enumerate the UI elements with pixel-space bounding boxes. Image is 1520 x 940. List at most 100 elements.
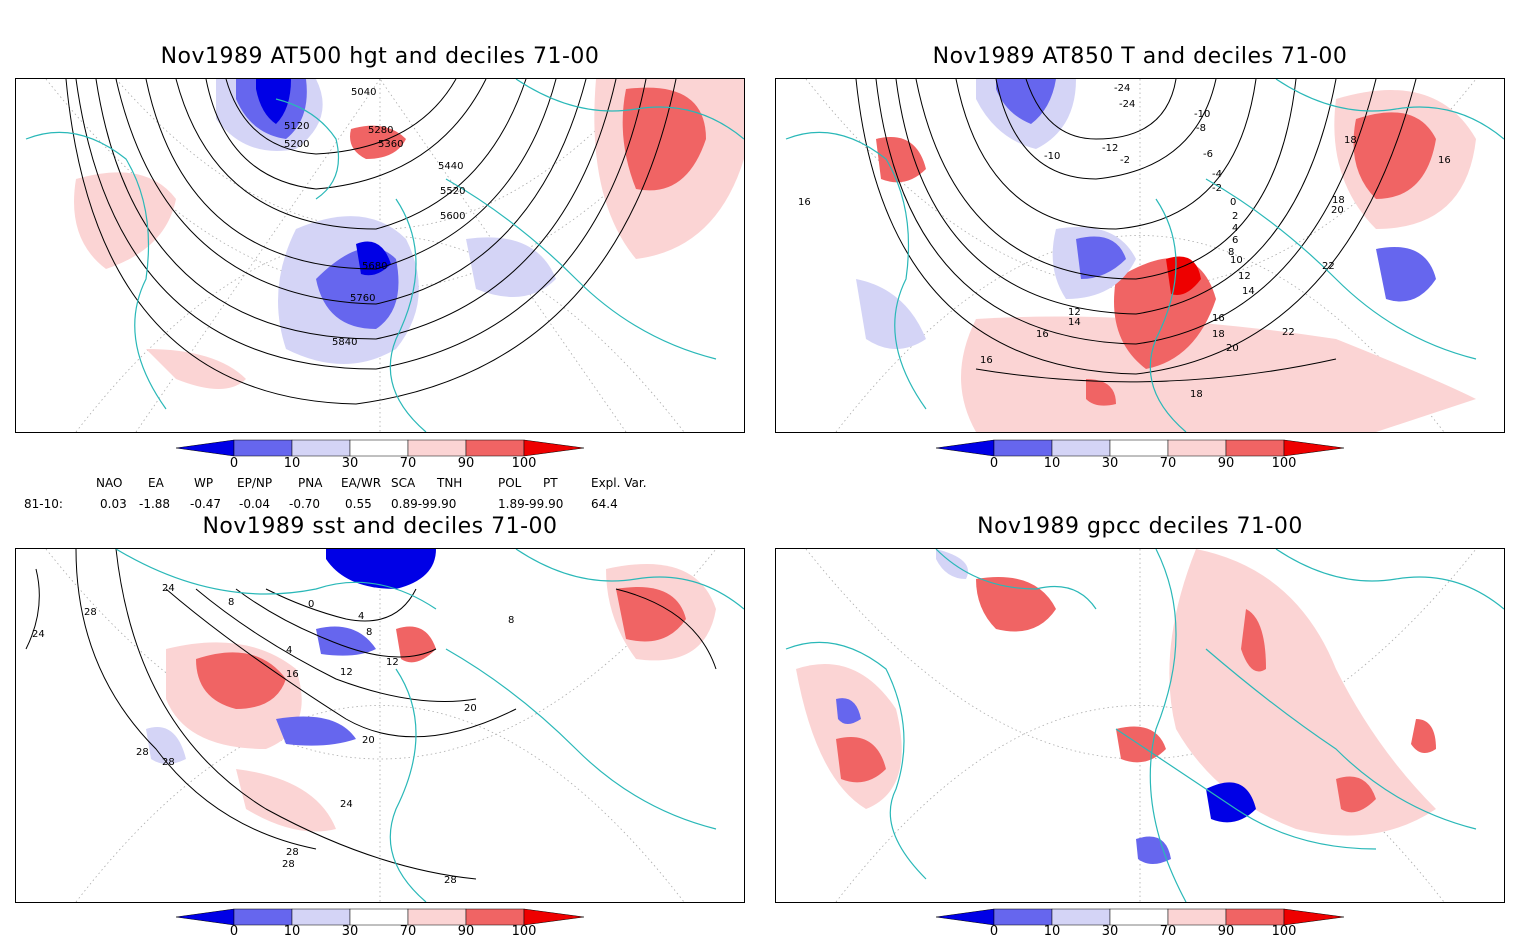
contour-label: 28 (286, 847, 299, 858)
index-value: -1.88 (139, 497, 171, 511)
contour-label: 16 (1212, 313, 1225, 324)
index-header: EA/WR (341, 476, 382, 490)
contour-label: 5360 (378, 139, 403, 150)
contour-label: -10 (1044, 151, 1060, 162)
contour-label: 28 (84, 607, 97, 618)
contour-label: 5760 (350, 293, 375, 304)
colorbar-label: 0 (989, 924, 999, 939)
panel-title-sst: Nov1989 sst and deciles 71-00 (202, 514, 558, 539)
contour-label: 28 (282, 859, 295, 870)
contour-label: 12 (1238, 271, 1251, 282)
temperature-contours (855, 79, 1417, 383)
index-header: Expl. Var. (591, 476, 647, 490)
contour-label: -4 (1212, 169, 1222, 180)
contour-label: 28 (162, 757, 175, 768)
contour-label: -6 (1203, 149, 1213, 160)
index-value: -0.04 (239, 497, 271, 511)
colorbar-label: 70 (1159, 456, 1177, 471)
contour-labels: 5040 5120 5200 5280 5360 5440 5520 5600 … (284, 87, 465, 348)
index-value: 0.03 (100, 497, 127, 511)
coastlines (25, 79, 744, 432)
height-contours (65, 79, 677, 405)
colorbar-label: 10 (1043, 924, 1061, 939)
contour-label: 8 (366, 627, 372, 638)
decile-shading (796, 549, 1436, 864)
index-value: 64.4 (591, 497, 618, 511)
colorbar-sst: 0 10 30 70 90 100 (172, 907, 588, 940)
colorbar-label: 30 (341, 924, 359, 939)
colorbar-swatches (935, 908, 1345, 926)
panel-title-hgt500: Nov1989 AT500 hgt and deciles 71-00 (160, 44, 600, 69)
contour-label: 4 (1232, 223, 1238, 234)
colorbar-label: 100 (511, 456, 537, 471)
map-gpcc-canvas (785, 549, 1504, 902)
contour-label: 0 (308, 599, 314, 610)
contour-label: 24 (340, 799, 353, 810)
colorbar-label: 100 (1271, 456, 1297, 471)
colorbar-swatches (935, 439, 1345, 457)
contour-label: 4 (358, 611, 364, 622)
colorbar-label: 30 (341, 456, 359, 471)
contour-label: 18 (1212, 329, 1225, 340)
graticule (45, 549, 717, 902)
contour-label: 16 (286, 669, 299, 680)
contour-label: 5040 (351, 87, 376, 98)
index-value: 0.89-99.90 (391, 497, 457, 511)
contour-label: 18 (1190, 389, 1203, 400)
index-header: PT (543, 476, 558, 490)
colorbar-label: 100 (1271, 924, 1297, 939)
colorbar-label: 10 (283, 924, 301, 939)
colorbar-label: 70 (1159, 924, 1177, 939)
contour-labels: 24 28 24 8 0 4 4 8 12 16 12 20 20 24 28 … (32, 583, 514, 886)
colorbar-label: 0 (229, 456, 239, 471)
index-row-label: 81-10: (24, 497, 63, 511)
contour-label: 20 (464, 703, 477, 714)
contour-label: 28 (136, 747, 149, 758)
contour-label: -8 (1196, 123, 1206, 134)
contour-label: -24 (1119, 99, 1135, 110)
index-value: 0.55 (345, 497, 372, 511)
contour-label: 8 (508, 615, 514, 626)
contour-label: 24 (162, 583, 175, 594)
index-header: SCA (391, 476, 416, 490)
contour-label: 5200 (284, 139, 309, 150)
contour-label: 16 (1438, 155, 1451, 166)
coastlines (785, 549, 1504, 902)
contour-labels: -24 -24 -10 -8 -6 -4 -2 -12 -10 -2 0 2 4… (798, 83, 1451, 400)
contour-label: 12 (340, 667, 353, 678)
contour-label: 5600 (440, 211, 465, 222)
colorbar-swatches (175, 908, 585, 926)
decile-shading (74, 79, 744, 389)
decile-shading (856, 79, 1476, 432)
coastlines (785, 79, 1504, 432)
colorbar-label: 90 (457, 456, 475, 471)
contour-label: 16 (798, 197, 811, 208)
index-header: EP/NP (237, 476, 273, 490)
index-value: 1.89-99.90 (498, 497, 564, 511)
contour-label: -2 (1212, 183, 1222, 194)
contour-label: 4 (286, 645, 292, 656)
contour-label: 0 (1230, 197, 1236, 208)
colorbar-label: 90 (1217, 924, 1235, 939)
contour-label: 14 (1242, 286, 1255, 297)
sst-contours (25, 549, 717, 880)
panel-title-gpcc: Nov1989 gpcc deciles 71-00 (977, 514, 1303, 539)
index-value: -0.70 (289, 497, 321, 511)
map-t850: -24 -24 -10 -8 -6 -4 -2 -12 -10 -2 0 2 4… (775, 78, 1505, 433)
contour-label: 8 (1228, 247, 1234, 258)
contour-label: 5520 (440, 186, 465, 197)
colorbar-label: 10 (283, 456, 301, 471)
map-sst-canvas: 24 28 24 8 0 4 4 8 12 16 12 20 20 24 28 … (25, 549, 744, 902)
contour-label: 18 (1344, 135, 1357, 146)
index-header: NAO (96, 476, 123, 490)
colorbar-swatches (175, 439, 585, 457)
contour-label: 20 (362, 735, 375, 746)
colorbar-label: 30 (1101, 924, 1119, 939)
contour-label: 2 (1232, 211, 1238, 222)
panel-title-t850: Nov1989 AT850 T and deciles 71-00 (932, 44, 1348, 69)
map-sst: 24 28 24 8 0 4 4 8 12 16 12 20 20 24 28 … (15, 548, 745, 903)
contour-label: -24 (1114, 83, 1130, 94)
contour-label: -2 (1120, 155, 1130, 166)
colorbar-label: 0 (989, 456, 999, 471)
index-header: TNH (437, 476, 463, 490)
